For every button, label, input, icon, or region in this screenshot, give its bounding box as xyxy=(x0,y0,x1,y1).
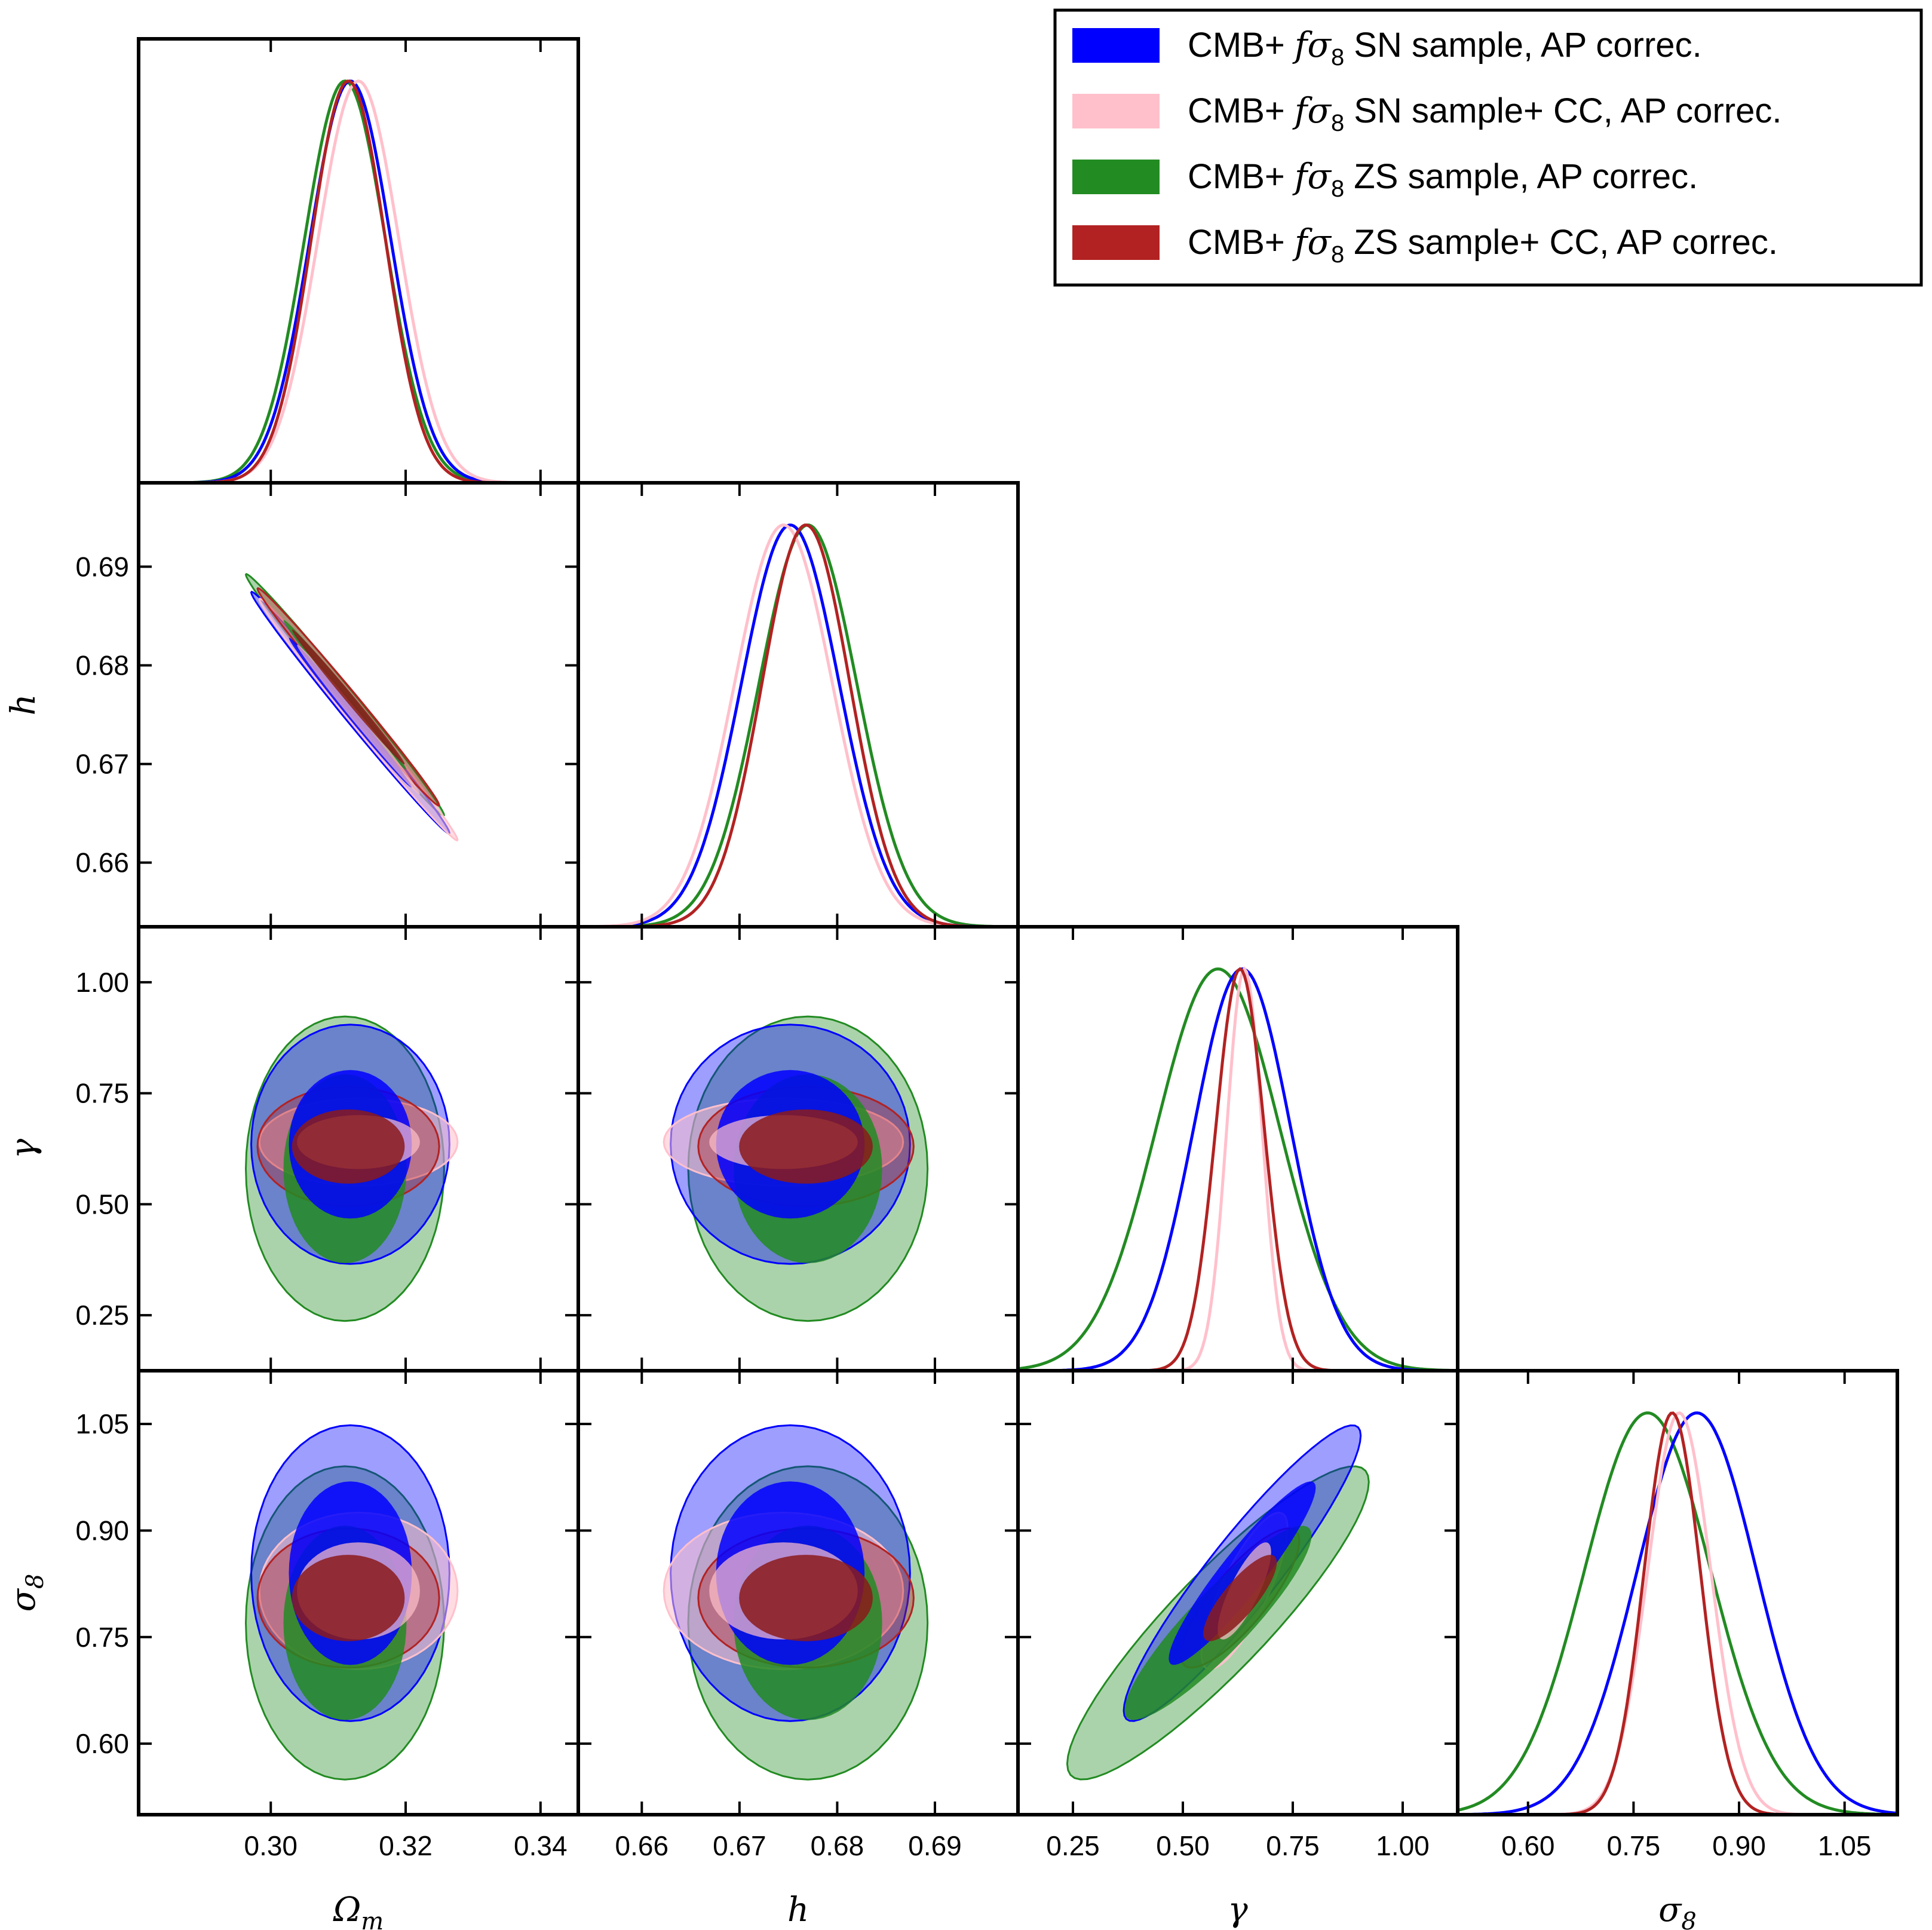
panel-1-0 xyxy=(244,572,459,842)
y-tick-label: 0.68 xyxy=(75,650,129,681)
contour-68-3 xyxy=(292,629,405,765)
y-tick-label: 0.90 xyxy=(75,1515,129,1546)
marginal-curve-2 xyxy=(1458,1411,1897,1815)
contour-68-3 xyxy=(739,1555,873,1641)
legend-swatch-2 xyxy=(1072,160,1160,194)
panel-3-3 xyxy=(1458,1411,1897,1815)
x-tick-label: 0.90 xyxy=(1712,1830,1766,1861)
x-tick-label: 0.34 xyxy=(514,1830,568,1861)
marginal-curve-0 xyxy=(139,79,578,483)
axis-labels: 0.66 0.67 0.68 0.69 0.25 0.50 0.75 1.00 0.30 0.32… xyxy=(4,551,1871,1930)
x-axis-label-3: σ8 xyxy=(1658,1891,1697,1930)
y-tick-label: 0.60 xyxy=(75,1728,129,1759)
panel-3-1 xyxy=(663,1424,929,1781)
marginal-curve-1 xyxy=(1018,966,1458,1371)
legend: CMB+ fσ8 SN sample, AP correc. CMB+ fσ8 … xyxy=(1053,8,1923,287)
panel-2-0 xyxy=(244,1015,459,1322)
y-tick-label: 0.50 xyxy=(75,1188,129,1220)
y-tick-label: 0.67 xyxy=(75,749,129,780)
legend-swatch-1 xyxy=(1072,94,1160,128)
y-tick-label: 0.75 xyxy=(75,1078,129,1109)
legend-label-1: CMB+ fσ8 SN sample+ CC, AP correc. xyxy=(1188,90,1781,136)
x-axis-label-2: γ xyxy=(1228,1891,1248,1929)
marginal-curve-2 xyxy=(139,79,578,483)
y-tick-label: 0.66 xyxy=(75,847,129,878)
marginal-curve-2 xyxy=(578,523,1018,927)
marginal-curve-0 xyxy=(578,523,1018,927)
marginal-curve-1 xyxy=(1458,1411,1897,1815)
x-tick-label: 0.50 xyxy=(1156,1830,1210,1861)
y-axis-label-1: h xyxy=(4,694,43,715)
legend-label-0: CMB+ fσ8 SN sample, AP correc. xyxy=(1188,24,1702,71)
panel-0-0 xyxy=(139,79,578,483)
x-tick-label: 0.32 xyxy=(379,1830,433,1861)
x-axis-label-1: h xyxy=(787,1891,809,1929)
x-axis-label-0: Ωm xyxy=(333,1891,384,1930)
x-tick-label: 0.69 xyxy=(908,1830,962,1861)
contour-68-3 xyxy=(739,1109,873,1184)
panel-frame-1-1 xyxy=(576,481,1020,929)
marginal-curve-3 xyxy=(578,523,1018,927)
x-tick-label: 0.68 xyxy=(811,1830,864,1861)
x-tick-label: 0.30 xyxy=(244,1830,298,1861)
legend-label-2: CMB+ fσ8 ZS sample, AP correc. xyxy=(1188,156,1698,202)
x-tick-label: 0.67 xyxy=(713,1830,766,1861)
legend-box xyxy=(1053,8,1923,287)
marginal-curve-1 xyxy=(139,79,578,483)
y-axis-label-3: σ8 xyxy=(4,1574,49,1612)
marginal-curve-0 xyxy=(1018,967,1458,1371)
x-tick-label: 0.75 xyxy=(1266,1830,1320,1861)
y-tick-label: 1.00 xyxy=(75,967,129,998)
x-tick-label: 0.66 xyxy=(615,1830,669,1861)
x-tick-label: 0.60 xyxy=(1501,1830,1555,1861)
contour-68-3 xyxy=(292,1555,405,1641)
x-tick-label: 0.75 xyxy=(1607,1830,1661,1861)
x-tick-label: 0.25 xyxy=(1046,1830,1100,1861)
marginal-curve-3 xyxy=(139,79,578,483)
panel-frame-3-3 xyxy=(1456,1369,1899,1816)
y-tick-label: 0.69 xyxy=(75,551,129,582)
panel-1-1 xyxy=(578,523,1018,927)
x-tick-label: 1.05 xyxy=(1818,1830,1872,1861)
panel-3-2 xyxy=(1066,1424,1370,1781)
panel-2-1 xyxy=(663,1015,929,1322)
marginal-curve-2 xyxy=(1018,967,1458,1371)
contour-68-3 xyxy=(1203,1555,1277,1641)
marginal-curve-0 xyxy=(1458,1411,1897,1815)
panel-2-2 xyxy=(1018,966,1458,1371)
y-axis-label-2: γ xyxy=(4,1138,43,1159)
marginal-curve-1 xyxy=(578,523,1018,927)
legend-swatch-0 xyxy=(1072,28,1160,63)
x-tick-label: 1.00 xyxy=(1376,1830,1430,1861)
marginal-curve-3 xyxy=(1018,967,1458,1371)
panel-3-0 xyxy=(244,1424,459,1781)
contour-68-3 xyxy=(292,1109,405,1184)
panels xyxy=(137,37,1899,1816)
y-tick-label: 0.25 xyxy=(75,1300,129,1331)
marginal-curve-3 xyxy=(1458,1411,1897,1815)
contour-68-1 xyxy=(297,644,420,795)
legend-swatch-3 xyxy=(1072,225,1160,260)
legend-label-3: CMB+ fσ8 ZS sample+ CC, AP correc. xyxy=(1188,222,1778,268)
y-tick-label: 1.05 xyxy=(75,1408,129,1439)
y-tick-label: 0.75 xyxy=(75,1622,129,1653)
